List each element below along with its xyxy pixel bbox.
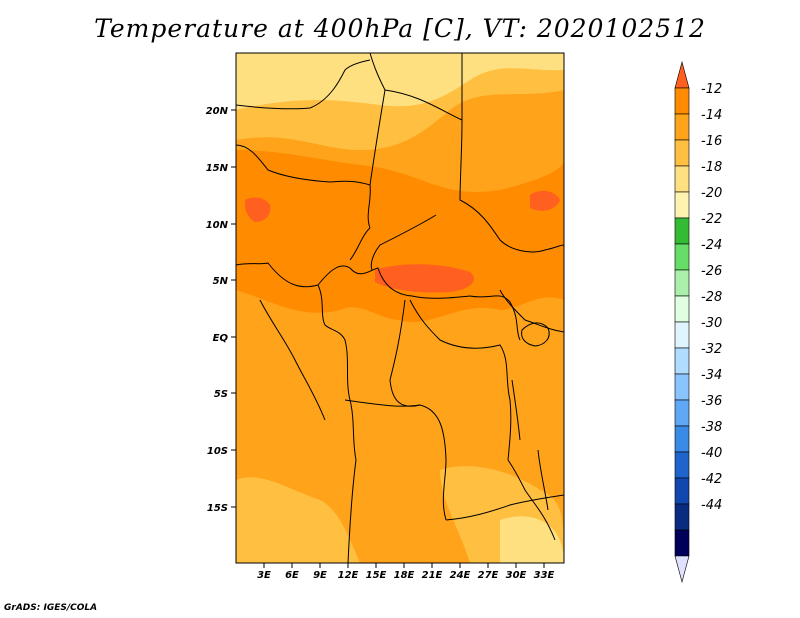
colorbar-label: -16 (701, 134, 722, 149)
lat-label: 5N (213, 276, 229, 287)
colorbar: -12 -14 -16 -18 -20 -22 -24 -26 -28 -30 -32 -34 -36 -… (674, 60, 722, 584)
border-16 (507, 459, 556, 541)
lon-label: 33E (534, 570, 555, 581)
border-1 (236, 262, 521, 341)
border-8 (236, 144, 371, 229)
colorbar-swatch-low (674, 555, 690, 584)
coast-west (259, 299, 326, 421)
temperature-field (236, 53, 564, 563)
colorbar-swatch (674, 60, 690, 89)
colorbar-swatch (674, 529, 690, 557)
border-4 (347, 399, 357, 563)
lon-label: 3E (257, 570, 271, 581)
field-band-minus18b (236, 53, 470, 85)
border-15 (499, 289, 564, 333)
colorbar-label: -14 (701, 108, 722, 123)
colorbar-swatch (674, 87, 690, 115)
colorbar-label: -12 (701, 82, 722, 97)
colorbar-swatch (674, 295, 690, 323)
border-2 (317, 284, 351, 401)
colorbar-swatch (674, 139, 690, 167)
colorbar-swatch (674, 321, 690, 349)
lon-label: 30E (506, 570, 527, 581)
colorbar-label: -30 (701, 316, 722, 331)
field-patch-minus12-c (530, 190, 560, 211)
lake-malawi (537, 449, 549, 511)
lon-label: 6E (285, 570, 299, 581)
colorbar-label: -22 (701, 212, 722, 227)
colorbar-label: -38 (701, 420, 722, 435)
lake-victoria (521, 322, 550, 347)
lon-label: 24E (450, 570, 471, 581)
chart-title: Temperature at 400hPa [C], VT: 202010251… (94, 14, 706, 43)
colorbar-swatch (674, 269, 690, 297)
colorbar-label: -18 (701, 160, 722, 175)
lon-label: 12E (338, 570, 359, 581)
lat-label: 10N (206, 220, 229, 231)
colorbar-swatch (674, 165, 690, 193)
border-11 (384, 89, 564, 253)
border-13 (236, 59, 371, 110)
colorbar-label: -26 (701, 264, 722, 279)
colorbar-label: -36 (701, 394, 722, 409)
border-6 (389, 299, 421, 407)
map-frame (235, 52, 565, 564)
field-band-minus18-se (500, 516, 564, 563)
credit-text: GrADS: IGES/COLA (4, 603, 98, 613)
lon-label: 27E (478, 570, 499, 581)
lat-label: 15S (207, 503, 228, 514)
lat-label: 5S (214, 389, 228, 400)
colorbar-swatch (674, 399, 690, 427)
border-5 (445, 494, 564, 521)
field-west-coast (236, 370, 280, 470)
lon-label: 18E (394, 570, 415, 581)
colorbar-label: -40 (701, 446, 722, 461)
lon-label: 9E (313, 570, 327, 581)
lat-label: 20N (206, 106, 229, 117)
border-10 (369, 53, 386, 186)
colorbar-swatch (674, 503, 690, 531)
border-3 (344, 399, 447, 521)
field-patch-minus12-a (244, 197, 271, 222)
border-7 (409, 299, 512, 461)
lon-label: 15E (366, 570, 387, 581)
colorbar-swatch (674, 347, 690, 375)
field-patch-minus14 (240, 184, 359, 250)
colorbar-label: -28 (701, 290, 722, 305)
field-band-minus16-south (236, 477, 360, 563)
colorbar-label: -20 (701, 186, 722, 201)
border-9 (349, 227, 371, 261)
lat-label: 15N (206, 163, 229, 174)
colorbar-swatch (674, 477, 690, 505)
lat-label: 10S (207, 446, 228, 457)
colorbar-label: -32 (701, 342, 722, 357)
country-borders (236, 53, 564, 563)
border-14 (370, 214, 437, 271)
lat-label: EQ (213, 333, 229, 344)
colorbar-swatch (674, 191, 690, 219)
tick-marks (231, 109, 545, 568)
colorbar-label: -34 (701, 368, 722, 383)
colorbar-label: -24 (701, 238, 722, 253)
colorbar-label: -42 (701, 472, 722, 487)
lake-tanganyika (511, 379, 521, 441)
colorbar-swatch (674, 451, 690, 479)
lon-label: 21E (422, 570, 443, 581)
colorbar-swatch (674, 373, 690, 401)
colorbar-swatch (674, 113, 690, 141)
colorbar-swatch (674, 217, 690, 245)
colorbar-swatch (674, 243, 690, 271)
colorbar-swatch (674, 425, 690, 453)
field-patch-minus12-b (375, 264, 474, 293)
colorbar-label: -44 (701, 498, 722, 513)
